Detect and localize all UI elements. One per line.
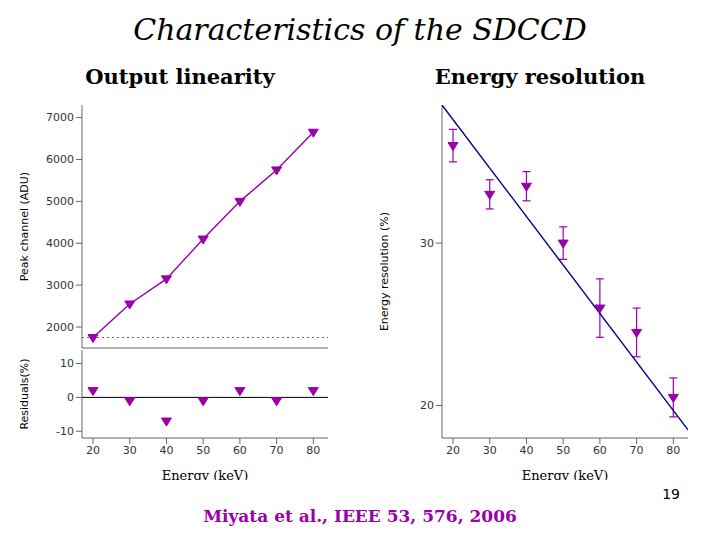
html-text:19: 19 bbox=[662, 486, 680, 502]
svg-text:80: 80 bbox=[666, 444, 680, 457]
svg-text:4000: 4000 bbox=[46, 237, 74, 250]
svg-text:7000: 7000 bbox=[46, 111, 74, 124]
svg-text:Energy (keV): Energy (keV) bbox=[522, 468, 609, 480]
svg-text:-10: -10 bbox=[56, 425, 74, 438]
svg-text:20: 20 bbox=[86, 444, 100, 457]
svg-text:2000: 2000 bbox=[46, 321, 74, 334]
svg-text:40: 40 bbox=[159, 444, 173, 457]
svg-text:70: 70 bbox=[630, 444, 644, 457]
svg-text:6000: 6000 bbox=[46, 153, 74, 166]
svg-text:30: 30 bbox=[483, 444, 497, 457]
svg-text:Energy (keV): Energy (keV) bbox=[162, 468, 249, 480]
svg-text:Energy resolution (%): Energy resolution (%) bbox=[380, 212, 391, 331]
html-text:Characteristics of the SDCCD: Characteristics of the SDCCD bbox=[133, 12, 587, 47]
svg-text:70: 70 bbox=[270, 444, 284, 457]
svg-text:60: 60 bbox=[593, 444, 607, 457]
html-text:Energy resolution: Energy resolution bbox=[434, 64, 646, 89]
svg-text:Peak channel (ADU): Peak channel (ADU) bbox=[20, 172, 31, 281]
svg-text:60: 60 bbox=[233, 444, 247, 457]
svg-text:Residuals(%): Residuals(%) bbox=[20, 358, 31, 429]
svg-text:50: 50 bbox=[196, 444, 210, 457]
svg-text:20: 20 bbox=[420, 399, 434, 412]
svg-text:5000: 5000 bbox=[46, 195, 74, 208]
html-text:Miyata et al., IEEE 53, 576, 2: Miyata et al., IEEE 53, 576, 2006 bbox=[203, 506, 517, 526]
svg-text:30: 30 bbox=[123, 444, 137, 457]
svg-text:0: 0 bbox=[67, 391, 74, 404]
svg-text:10: 10 bbox=[60, 357, 74, 370]
html-text:Output linearity: Output linearity bbox=[85, 64, 275, 89]
svg-text:30: 30 bbox=[420, 237, 434, 250]
svg-text:20: 20 bbox=[446, 444, 460, 457]
svg-text:3000: 3000 bbox=[46, 279, 74, 292]
svg-text:80: 80 bbox=[306, 444, 320, 457]
svg-text:50: 50 bbox=[556, 444, 570, 457]
svg-text:40: 40 bbox=[519, 444, 533, 457]
